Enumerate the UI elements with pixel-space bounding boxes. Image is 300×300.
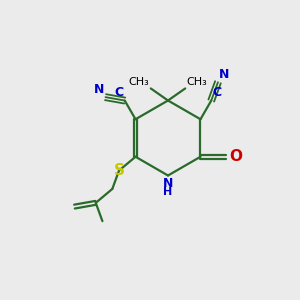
Text: H: H [164,187,172,197]
Text: C: C [114,86,124,99]
Text: CH₃: CH₃ [128,77,149,87]
Text: C: C [212,86,222,99]
Text: N: N [163,177,173,190]
Text: S: S [113,163,124,178]
Text: CH₃: CH₃ [187,77,208,87]
Text: N: N [219,68,230,81]
Text: O: O [229,149,242,164]
Text: N: N [94,83,104,96]
